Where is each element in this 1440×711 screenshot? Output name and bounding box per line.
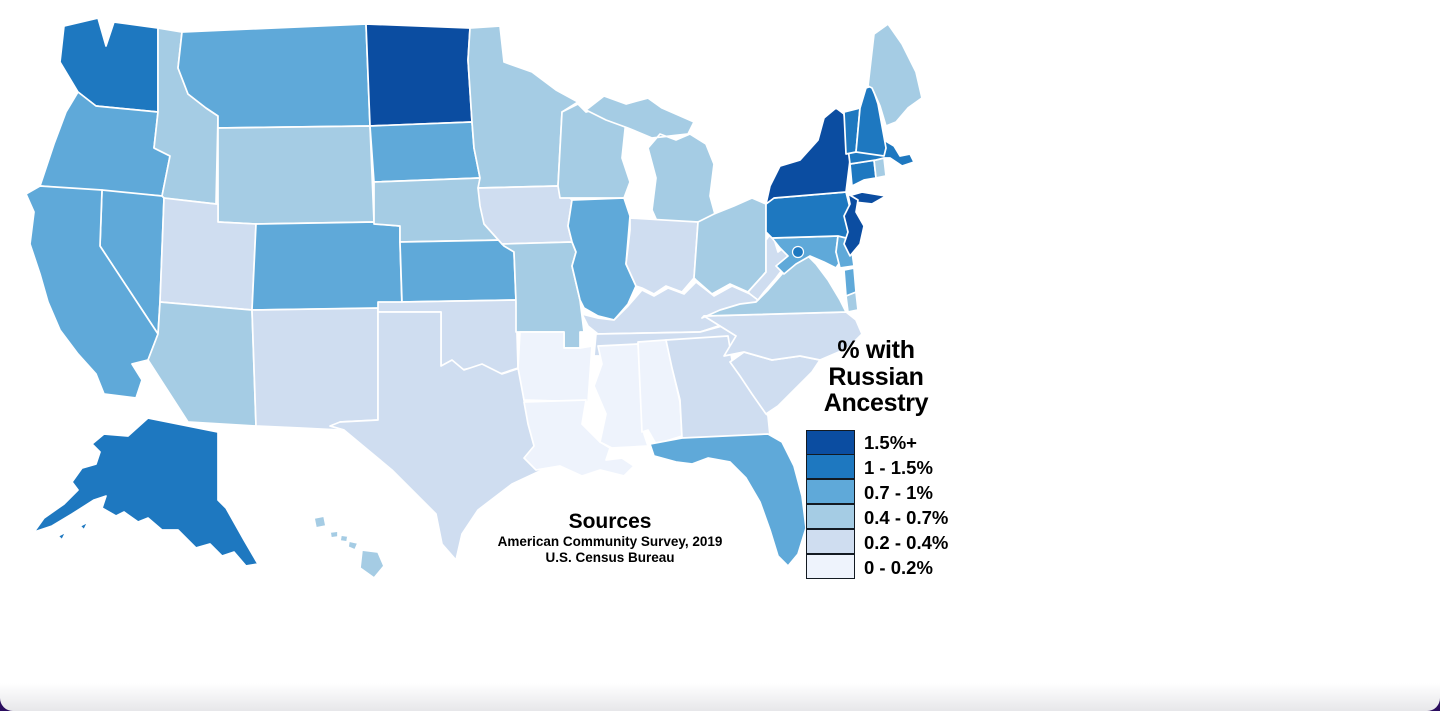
state-nh — [855, 85, 887, 157]
state-sd — [369, 121, 481, 183]
state-ak — [33, 417, 259, 567]
state-nm — [251, 307, 379, 431]
state-nj — [843, 193, 865, 257]
legend-label: 0 - 0.2% — [864, 556, 933, 578]
legend-label: 1 - 1.5% — [864, 456, 933, 478]
legend-swatch — [806, 529, 855, 555]
legend-label: 1.5%+ — [864, 431, 917, 453]
state-co — [251, 221, 403, 311]
legend-row: 0.4 - 0.7% — [806, 504, 949, 530]
map-title: % with Russian Ancestry — [788, 337, 964, 417]
sources-block: Sources American Community Survey, 2019 … — [448, 510, 772, 566]
legend-label: 0.4 - 0.7% — [864, 506, 949, 528]
legend-row: 0 - 0.2% — [806, 554, 948, 580]
legend: 1.5%+ 1 - 1.5% 0.7 - 1% 0.4 - 0.7% 0.2 -… — [806, 430, 948, 580]
legend-label: 0.2 - 0.4% — [864, 531, 949, 553]
legend-swatch — [806, 554, 855, 580]
legend-swatch — [806, 479, 855, 505]
state-ca — [25, 185, 159, 399]
state-wy — [217, 125, 375, 225]
state-az — [147, 301, 257, 427]
legend-swatch — [806, 454, 855, 480]
state-tx — [329, 311, 543, 561]
state-il — [567, 197, 637, 321]
legend-row: 1 - 1.5% — [806, 454, 948, 480]
legend-row: 1.5%+ — [806, 430, 948, 455]
state-ri — [873, 157, 887, 179]
state-ar — [517, 331, 593, 403]
legend-row: 0.2 - 0.4% — [806, 529, 949, 555]
state-wi — [557, 103, 631, 199]
map-title-line-3: Ancestry — [823, 389, 929, 417]
state-nc — [703, 311, 863, 361]
state-nd — [365, 23, 473, 127]
state-mi — [585, 95, 717, 229]
map-title-line-2: Russian — [828, 362, 924, 391]
state-in — [625, 217, 699, 295]
legend-swatch — [806, 504, 855, 530]
legend-label: 0.7 - 1% — [864, 481, 933, 503]
sources-heading: Sources — [568, 510, 652, 533]
state-me — [867, 23, 923, 127]
legend-row: 0.7 - 1% — [806, 479, 948, 505]
state-hi — [313, 515, 385, 579]
map-title-line-1: % with — [837, 336, 915, 364]
legend-swatch — [806, 430, 855, 455]
state-fl — [649, 433, 807, 567]
state-la — [523, 399, 635, 477]
state-ks — [399, 239, 517, 303]
state-dc-dot — [791, 245, 805, 259]
state-pa — [765, 191, 857, 239]
sources-line-2: U.S. Census Bureau — [545, 550, 675, 565]
sources-line-1: American Community Survey, 2019 — [497, 534, 723, 549]
